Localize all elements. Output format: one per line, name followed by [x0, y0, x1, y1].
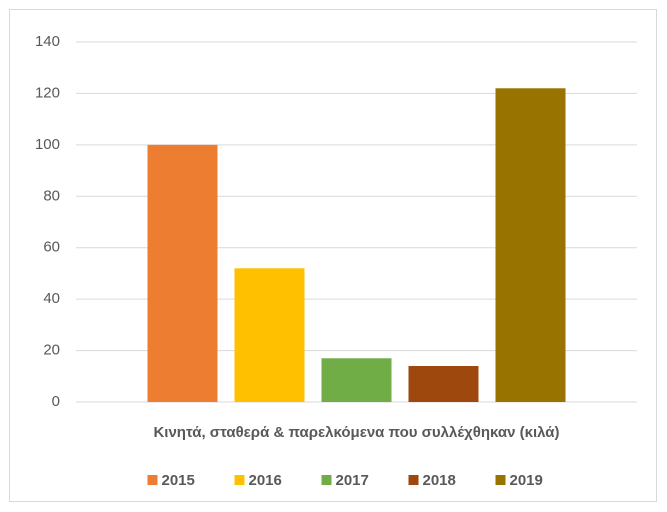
- y-tick-label: 100: [35, 136, 60, 153]
- legend-swatch: [321, 475, 332, 485]
- legend-swatch: [408, 475, 419, 485]
- legend-label: 2017: [336, 472, 369, 489]
- bar: [495, 88, 566, 403]
- y-tick-label: 0: [52, 393, 60, 410]
- legend-label: 2019: [510, 472, 543, 489]
- y-tick-label: 20: [43, 342, 60, 359]
- legend-label: 2018: [423, 472, 456, 489]
- bar: [321, 358, 392, 402]
- x-tick-label: Κινητά, σταθερά & παρελκόμενα που συλλέχ…: [153, 424, 559, 441]
- bar: [408, 366, 479, 402]
- bar: [147, 144, 218, 402]
- y-tick-label: 140: [35, 33, 60, 50]
- y-tick-label: 40: [43, 290, 60, 307]
- bar: [234, 268, 305, 402]
- legend-swatch: [234, 475, 245, 485]
- y-tick-label: 120: [35, 84, 60, 101]
- legend-swatch: [495, 475, 506, 485]
- legend-swatch: [147, 475, 158, 485]
- legend-label: 2015: [162, 472, 195, 489]
- y-tick-label: 80: [43, 187, 60, 204]
- y-tick-label: 60: [43, 239, 60, 256]
- legend-label: 2016: [249, 472, 282, 489]
